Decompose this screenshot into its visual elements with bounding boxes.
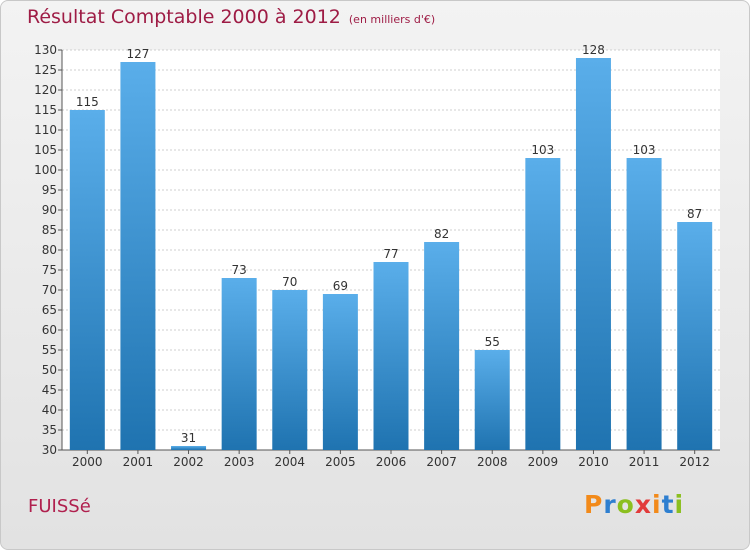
y-tick-label: 95: [42, 183, 57, 197]
bar: [120, 62, 156, 450]
bar: [322, 294, 358, 450]
bar: [575, 58, 611, 450]
bar: [171, 446, 207, 450]
y-tick-label: 40: [42, 403, 57, 417]
y-tick-label: 120: [34, 83, 57, 97]
data-label: 70: [282, 275, 297, 289]
data-label: 103: [531, 143, 554, 157]
x-tick-label: 2008: [477, 455, 508, 469]
bar: [626, 158, 662, 450]
commune-name: FUISSé: [28, 496, 91, 517]
logo-letter: i: [674, 490, 685, 519]
y-tick-label: 65: [42, 303, 57, 317]
logo-letter: P: [584, 490, 604, 519]
y-tick-label: 80: [42, 243, 57, 257]
bar: [525, 158, 561, 450]
bar: [272, 290, 308, 450]
data-label: 87: [687, 207, 702, 221]
y-tick-label: 55: [42, 343, 57, 357]
data-label: 128: [582, 43, 605, 57]
x-tick-label: 2002: [173, 455, 204, 469]
y-tick-label: 85: [42, 223, 57, 237]
y-tick-label: 75: [42, 263, 57, 277]
y-tick-label: 35: [42, 423, 57, 437]
y-tick-label: 100: [34, 163, 57, 177]
logo-letter: t: [661, 490, 675, 519]
logo-letter: i: [652, 490, 662, 519]
data-label: 69: [333, 279, 348, 293]
x-tick-label: 2003: [224, 455, 255, 469]
logo-letter: x: [634, 490, 652, 519]
x-tick-label: 2005: [325, 455, 356, 469]
x-tick-label: 2010: [578, 455, 609, 469]
y-tick-label: 50: [42, 363, 57, 377]
y-tick-label: 105: [34, 143, 57, 157]
data-label: 73: [232, 263, 247, 277]
x-tick-label: 2006: [376, 455, 407, 469]
logo-letter: o: [616, 490, 635, 519]
x-tick-label: 2011: [629, 455, 660, 469]
y-tick-label: 130: [34, 43, 57, 57]
x-tick-label: 2009: [528, 455, 559, 469]
bar: [474, 350, 510, 450]
x-tick-label: 2001: [123, 455, 154, 469]
data-label: 103: [633, 143, 656, 157]
proxiti-logo: Proxiti: [584, 490, 684, 519]
logo-letter: r: [603, 490, 617, 519]
y-tick-label: 30: [42, 443, 57, 457]
y-tick-label: 60: [42, 323, 57, 337]
x-tick-label: 2000: [72, 455, 103, 469]
data-label: 77: [383, 247, 398, 261]
title-text: Résultat Comptable 2000 à 2012: [27, 6, 341, 28]
bar: [373, 262, 409, 450]
x-tick-label: 2012: [679, 455, 710, 469]
data-label: 31: [181, 431, 196, 445]
data-label: 82: [434, 227, 449, 241]
x-tick-label: 2007: [426, 455, 457, 469]
data-label: 115: [76, 95, 99, 109]
bar: [424, 242, 460, 450]
y-tick-label: 110: [34, 123, 57, 137]
data-label: 55: [485, 335, 500, 349]
bar: [221, 278, 257, 450]
bar: [69, 110, 105, 450]
y-tick-label: 90: [42, 203, 57, 217]
bar: [677, 222, 713, 450]
chart-title: Résultat Comptable 2000 à 2012 (en millie…: [27, 6, 435, 28]
y-tick-label: 70: [42, 283, 57, 297]
data-label: 127: [126, 47, 149, 61]
x-tick-label: 2004: [274, 455, 305, 469]
y-tick-label: 125: [34, 63, 57, 77]
y-tick-label: 115: [34, 103, 57, 117]
y-tick-label: 45: [42, 383, 57, 397]
title-unit: (en milliers d'€): [348, 13, 436, 26]
